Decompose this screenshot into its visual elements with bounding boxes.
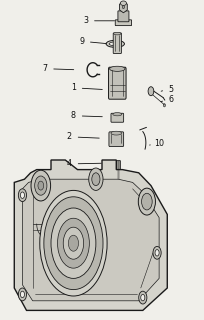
Ellipse shape (110, 66, 125, 71)
Circle shape (40, 190, 107, 296)
FancyBboxPatch shape (115, 197, 116, 200)
FancyBboxPatch shape (122, 197, 123, 200)
FancyBboxPatch shape (109, 132, 124, 147)
Text: 1: 1 (71, 84, 76, 92)
Circle shape (18, 288, 27, 301)
Circle shape (153, 246, 161, 259)
Circle shape (35, 176, 47, 195)
Text: 3: 3 (83, 16, 88, 25)
Circle shape (139, 291, 147, 304)
Circle shape (63, 227, 84, 259)
Polygon shape (120, 1, 127, 13)
FancyBboxPatch shape (120, 197, 121, 200)
Text: 8: 8 (71, 111, 76, 120)
Circle shape (38, 181, 44, 190)
FancyBboxPatch shape (116, 161, 120, 193)
Circle shape (68, 235, 79, 251)
Text: 6: 6 (169, 95, 174, 104)
Polygon shape (22, 179, 159, 301)
Circle shape (20, 291, 24, 298)
Circle shape (155, 250, 159, 256)
Circle shape (122, 5, 124, 9)
Text: 2: 2 (67, 132, 72, 141)
Ellipse shape (106, 40, 124, 47)
Text: 5: 5 (169, 85, 174, 94)
FancyBboxPatch shape (113, 33, 121, 53)
Circle shape (89, 168, 103, 190)
Circle shape (142, 193, 152, 210)
Circle shape (58, 218, 89, 268)
FancyBboxPatch shape (121, 197, 122, 200)
Polygon shape (14, 160, 167, 310)
Ellipse shape (114, 32, 121, 35)
Text: 4: 4 (67, 159, 72, 168)
FancyBboxPatch shape (119, 197, 120, 200)
Circle shape (51, 208, 96, 278)
Circle shape (44, 197, 103, 290)
Circle shape (138, 188, 155, 215)
FancyBboxPatch shape (113, 191, 123, 198)
Circle shape (141, 294, 145, 301)
Circle shape (92, 173, 100, 186)
Circle shape (20, 192, 24, 198)
Text: 7: 7 (42, 64, 48, 73)
FancyBboxPatch shape (116, 197, 117, 200)
Text: 9: 9 (79, 37, 84, 46)
FancyBboxPatch shape (115, 20, 132, 26)
Circle shape (148, 87, 154, 96)
FancyBboxPatch shape (114, 197, 115, 200)
Circle shape (18, 189, 27, 202)
Ellipse shape (109, 42, 121, 46)
FancyBboxPatch shape (111, 113, 124, 122)
FancyBboxPatch shape (118, 11, 129, 22)
Circle shape (163, 104, 165, 107)
Ellipse shape (113, 113, 122, 116)
Ellipse shape (120, 1, 126, 5)
Text: 10: 10 (154, 140, 164, 148)
Ellipse shape (111, 131, 122, 135)
FancyBboxPatch shape (109, 67, 126, 99)
Circle shape (31, 170, 51, 201)
